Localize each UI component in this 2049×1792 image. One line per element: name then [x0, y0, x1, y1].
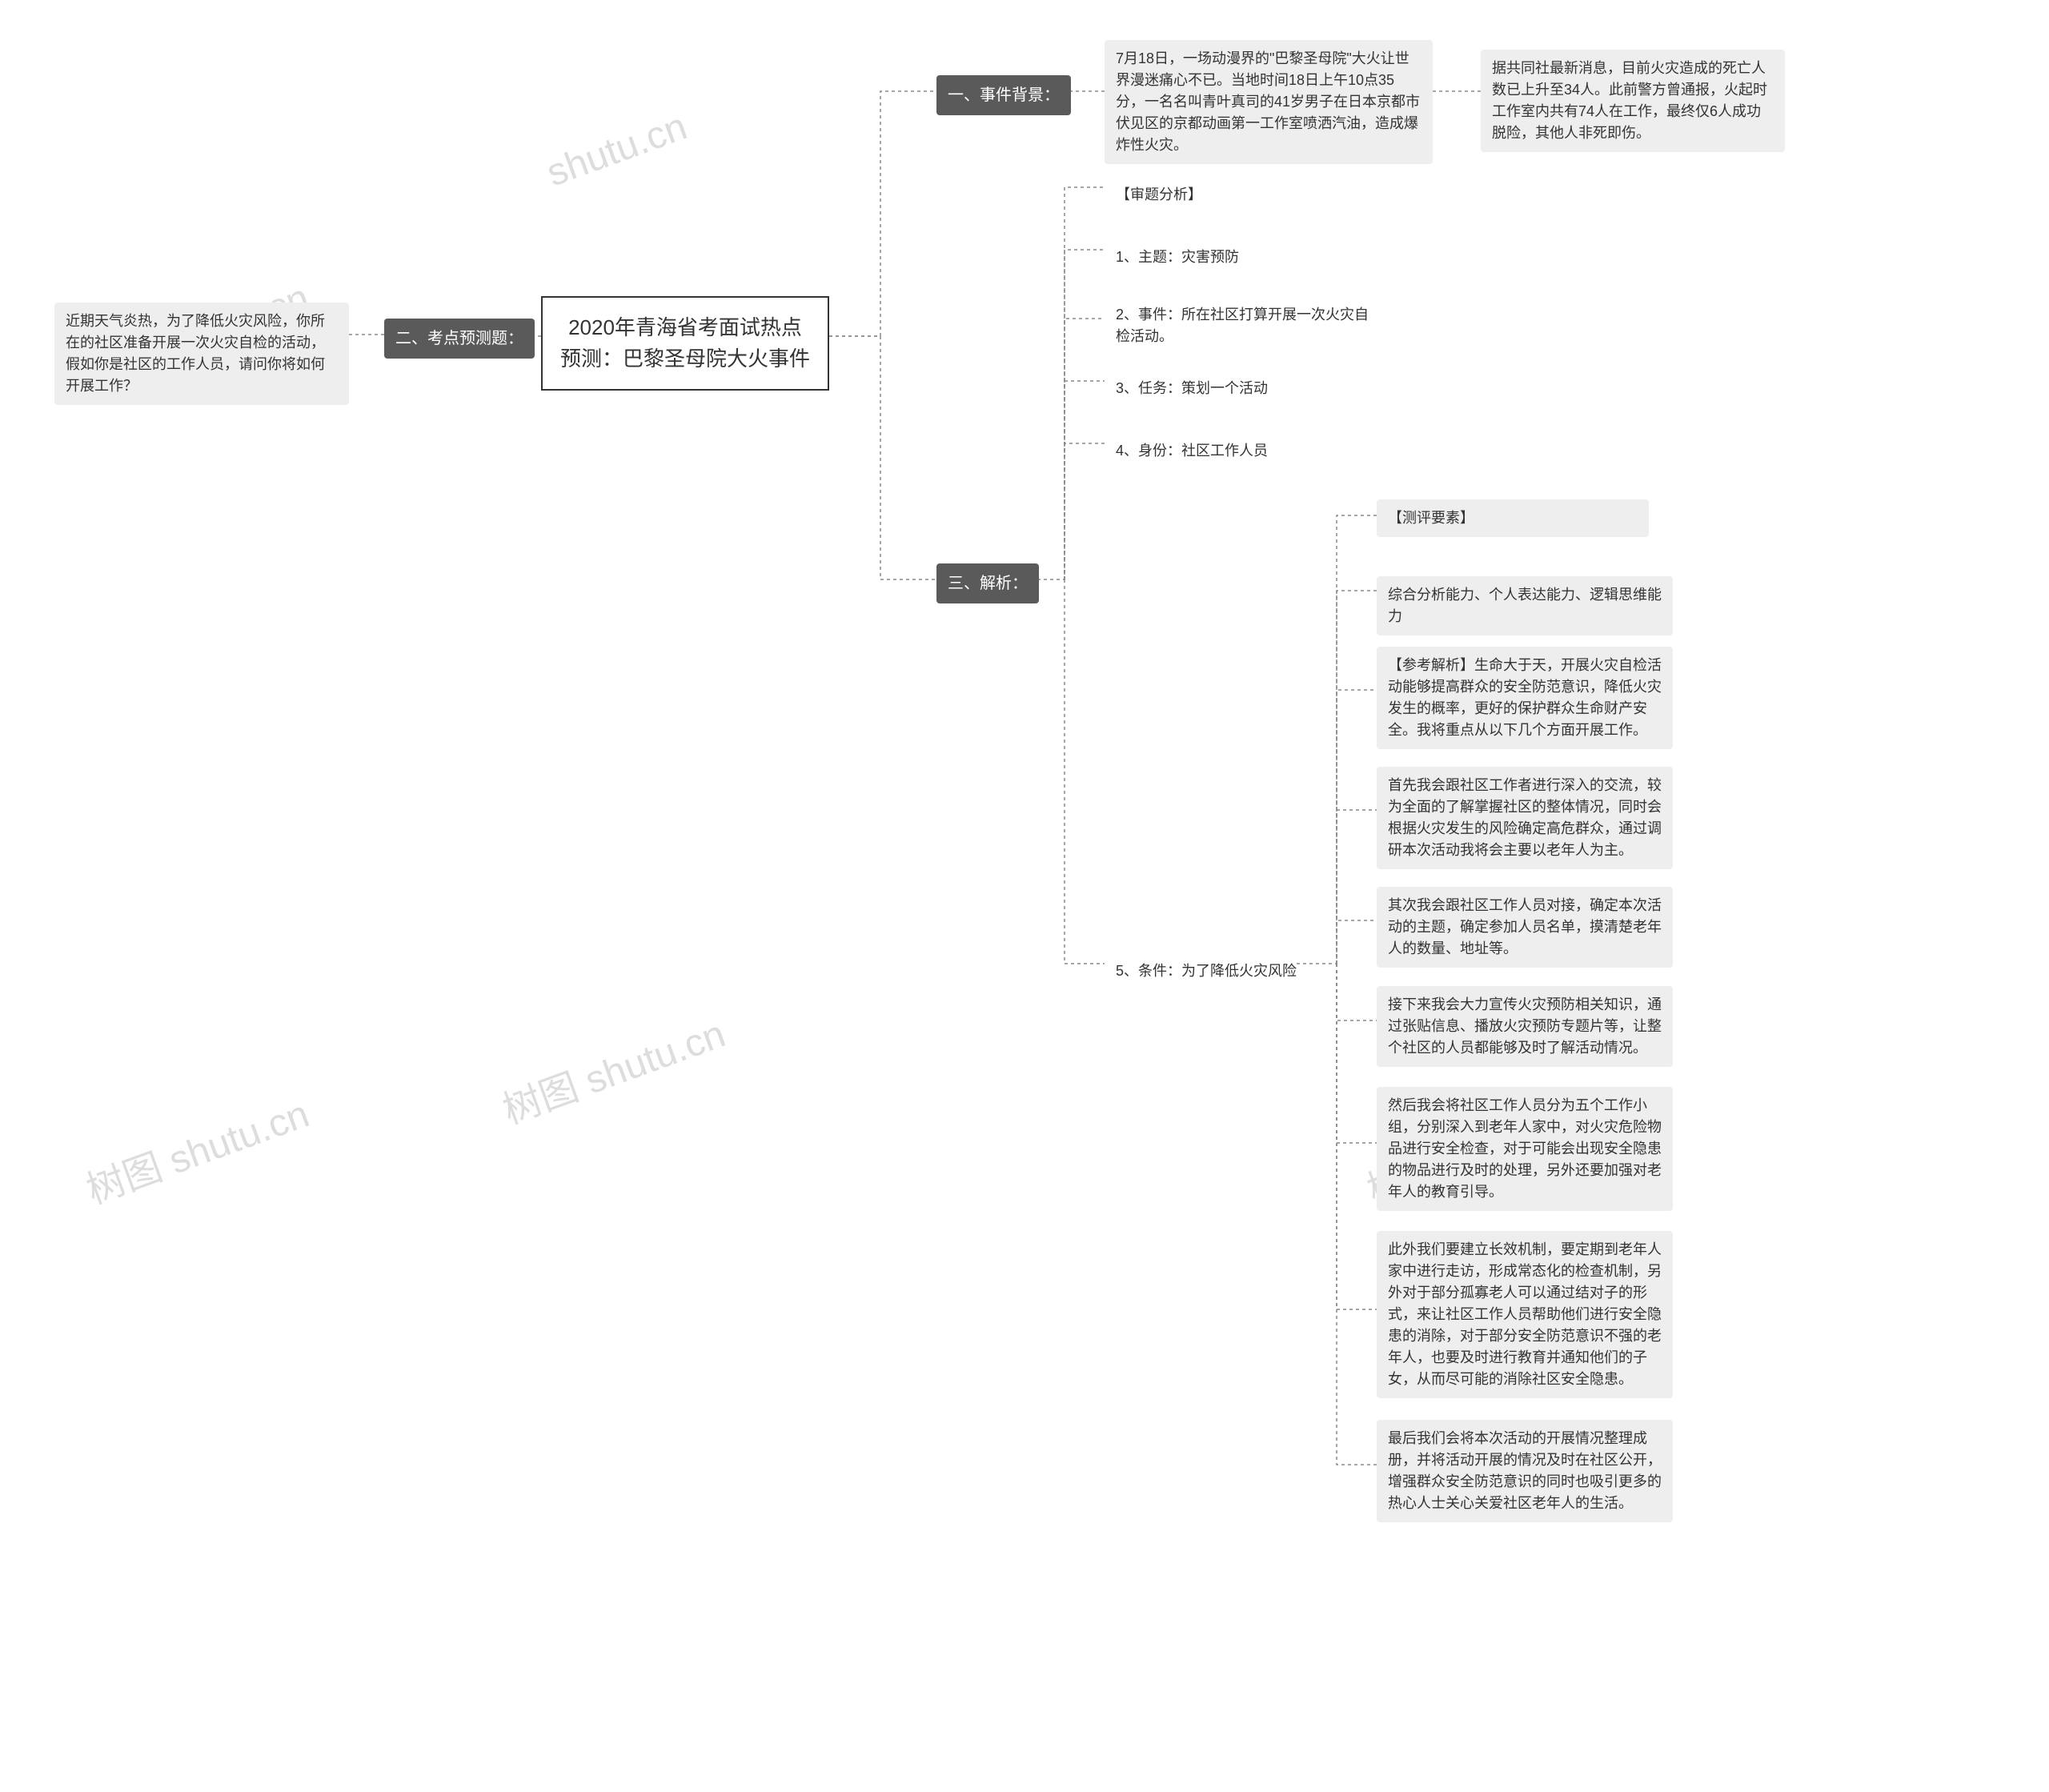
reference-answer-6: 此外我们要建立长效机制，要定期到老年人家中进行走访，形成常态化的检查机制，另外对… [1377, 1231, 1673, 1398]
analysis-item4: 4、身份：社区工作人员 [1105, 432, 1279, 470]
ref4-text: 接下来我会大力宣传火灾预防相关知识，通过张贴信息、播放火灾预防专题片等，让整个社… [1388, 996, 1662, 1056]
exam-question-detail: 近期天气炎热，为了降低火灾风险，你所在的社区准备开展一次火灾自检的活动，假如你是… [54, 303, 349, 405]
event-background-box1: 7月18日，一场动漫界的"巴黎圣母院"大火让世界漫迷痛心不已。当地时间18日上午… [1105, 40, 1433, 164]
item3-text: 3、任务：策划一个活动 [1116, 380, 1268, 396]
item1-text: 1、主题：灾害预防 [1116, 249, 1239, 265]
l2-label: 二、考点预测题： [395, 330, 523, 347]
ref3-text: 其次我会跟社区工作人员对接，确定本次活动的主题，确定参加人员名单，摸清楚老年人的… [1388, 897, 1662, 956]
reference-answer-5: 然后我会将社区工作人员分为五个工作小组，分别深入到老年人家中，对火灾危险物品进行… [1377, 1087, 1673, 1211]
reference-answer-4: 接下来我会大力宣传火灾预防相关知识，通过张贴信息、播放火灾预防专题片等，让整个社… [1377, 986, 1673, 1067]
l2-detail-text: 近期天气炎热，为了降低火灾风险，你所在的社区准备开展一次火灾自检的活动，假如你是… [66, 313, 325, 394]
item5-text: 5、条件：为了降低火灾风险 [1116, 963, 1297, 979]
analysis-item5: 5、条件：为了降低火灾风险 [1105, 952, 1308, 990]
central-title: 2020年青海省考面试热点预测：巴黎圣母院大火事件 [560, 315, 810, 371]
eval-text-content: 综合分析能力、个人表达能力、逻辑思维能力 [1388, 587, 1662, 624]
connectors [0, 0, 2049, 1792]
reference-answer-1: 【参考解析】生命大于天，开展火灾自检活动能够提高群众的安全防范意识，降低火灾发生… [1377, 647, 1673, 749]
central-node: 2020年青海省考面试热点预测：巴黎圣母院大火事件 [541, 296, 829, 391]
event-background-box2: 据共同社最新消息，目前火灾造成的死亡人数已上升至34人。此前警方曾通报，火起时工… [1481, 50, 1785, 152]
reference-answer-7: 最后我们会将本次活动的开展情况整理成册，并将活动开展的情况及时在社区公开，增强群… [1377, 1420, 1673, 1522]
r3-label: 三、解析： [948, 575, 1028, 592]
item2-text: 2、事件：所在社区打算开展一次火灾自检活动。 [1116, 307, 1369, 344]
analysis-item1: 1、主题：灾害预防 [1105, 239, 1250, 276]
ref5-text: 然后我会将社区工作人员分为五个工作小组，分别深入到老年人家中，对火灾危险物品进行… [1388, 1097, 1662, 1200]
r1-box2-text: 据共同社最新消息，目前火灾造成的死亡人数已上升至34人。此前警方曾通报，火起时工… [1492, 60, 1767, 141]
r1-label: 一、事件背景： [948, 86, 1060, 104]
ref1-text: 【参考解析】生命大于天，开展火灾自检活动能够提高群众的安全防范意识，降低火灾发生… [1388, 657, 1662, 738]
ref2-text: 首先我会跟社区工作者进行深入的交流，较为全面的了解掌握社区的整体情况，同时会根据… [1388, 777, 1662, 858]
watermark: 树图 shutu.cn [494, 1002, 732, 1134]
eval-text: 综合分析能力、个人表达能力、逻辑思维能力 [1377, 576, 1673, 635]
eval-header: 【测评要素】 [1377, 499, 1649, 537]
r1-box1-text: 7月18日，一场动漫界的"巴黎圣母院"大火让世界漫迷痛心不已。当地时间18日上午… [1116, 50, 1420, 153]
analysis-item2: 2、事件：所在社区打算开展一次火灾自检活动。 [1105, 296, 1393, 355]
ref6-text: 此外我们要建立长效机制，要定期到老年人家中进行走访，形成常态化的检查机制，另外对… [1388, 1241, 1662, 1387]
ref7-text: 最后我们会将本次活动的开展情况整理成册，并将活动开展的情况及时在社区公开，增强群… [1388, 1430, 1662, 1511]
level2-exam-question: 二、考点预测题： [384, 319, 535, 359]
analysis-header-text: 【审题分析】 [1116, 186, 1202, 202]
reference-answer-3: 其次我会跟社区工作人员对接，确定本次活动的主题，确定参加人员名单，摸清楚老年人的… [1377, 887, 1673, 968]
watermark: shutu.cn [541, 105, 692, 196]
eval-header-text: 【测评要素】 [1388, 510, 1474, 526]
level1-event-background: 一、事件背景： [936, 75, 1071, 115]
analysis-item3: 3、任务：策划一个活动 [1105, 370, 1279, 407]
analysis-header: 【审题分析】 [1105, 176, 1213, 214]
reference-answer-2: 首先我会跟社区工作者进行深入的交流，较为全面的了解掌握社区的整体情况，同时会根据… [1377, 767, 1673, 869]
item4-text: 4、身份：社区工作人员 [1116, 443, 1268, 459]
level3-analysis: 三、解析： [936, 563, 1039, 603]
watermark: 树图 shutu.cn [78, 1082, 315, 1214]
